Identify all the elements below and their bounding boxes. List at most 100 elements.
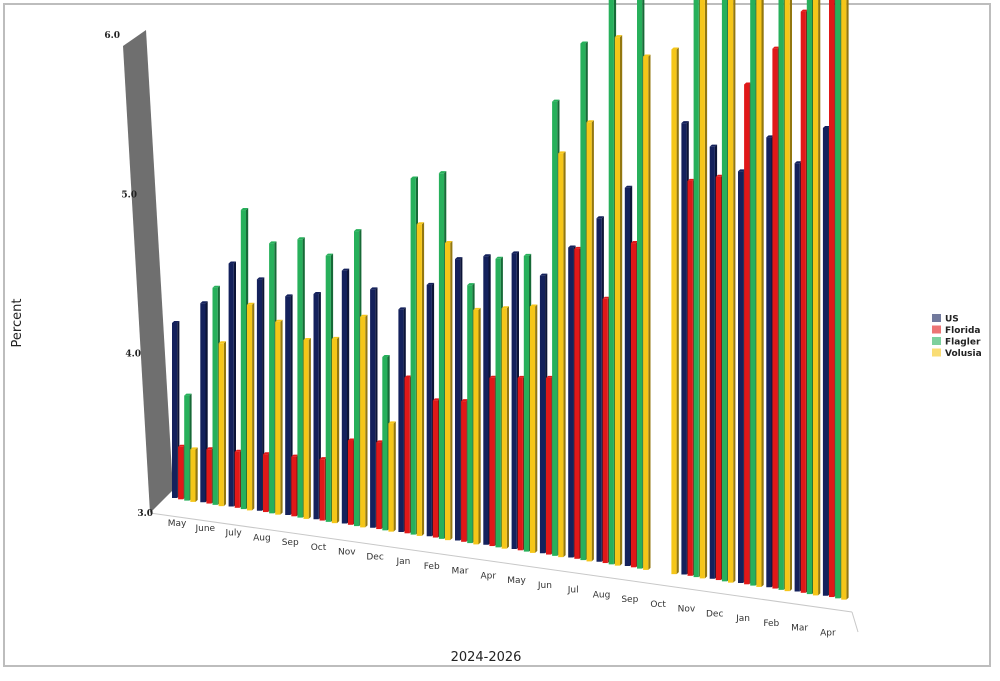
legend-swatch-flagler (932, 337, 941, 345)
bar-side (421, 222, 425, 536)
bar-top (473, 307, 481, 310)
bar-top (772, 46, 780, 49)
bar-side (280, 319, 283, 515)
x-tick-label: Feb (763, 619, 779, 629)
bar-flagler-apr-23 (835, 0, 841, 599)
x-tick-label: July (225, 529, 243, 539)
bar-side (535, 304, 538, 553)
x-tick-label: Aug (253, 533, 271, 543)
bar-top (200, 301, 208, 304)
bar-flagler-may-12 (523, 255, 529, 552)
bar-flagler-feb-21 (778, 0, 784, 590)
bar-side (223, 341, 226, 507)
bar-top (438, 171, 447, 174)
bar-top (483, 254, 491, 257)
bar-florida-sep-4 (291, 456, 297, 517)
x-tick-label: Oct (650, 600, 666, 610)
bar-top (517, 375, 526, 378)
bar-florida-aug-15 (602, 298, 608, 564)
x-tick-label: Jan (735, 614, 750, 624)
y-tick-label: 3.0 (137, 509, 153, 519)
bar-top (263, 452, 271, 455)
bar-us-sep-4 (285, 296, 291, 515)
bar-florida-jul-14 (574, 248, 580, 559)
y-tick-label: 6.0 (104, 31, 120, 41)
bar-volusia-apr-11 (501, 308, 507, 549)
bar-top (602, 296, 610, 299)
bar-florida-apr-11 (489, 377, 495, 547)
bar-volusia-jun-13 (558, 153, 564, 558)
bar-volusia-oct-5 (331, 338, 337, 524)
bar-volusia-mar-10 (473, 309, 479, 545)
bar-top (416, 222, 425, 225)
bar-us-july-2 (228, 263, 234, 507)
bar-top (319, 457, 327, 460)
bar-top (206, 447, 214, 450)
bar-us-mar-10 (455, 259, 461, 541)
bar-top (614, 35, 623, 38)
x-tick-label: Apr (820, 628, 836, 638)
bar-florida-jan-20 (744, 84, 750, 585)
y-axis-title: Percent (10, 299, 25, 348)
y-tick-label: 5.0 (121, 190, 137, 200)
bar-us-may-12 (511, 253, 517, 549)
bar-top (539, 273, 548, 276)
x-tick-label: Jun (537, 581, 552, 591)
bar-flagler-dec-19 (721, 0, 728, 582)
bar-top (376, 440, 384, 443)
bar-volusia-nov-18 (699, 0, 705, 579)
bar-florida-mar-22 (800, 11, 806, 593)
bar-top (275, 319, 283, 322)
bar-us-apr-11 (483, 256, 489, 545)
bar-top (558, 151, 566, 154)
x-tick-label: Nov (338, 548, 356, 558)
bar-us-jan-20 (738, 171, 744, 583)
bar-side (704, 0, 708, 579)
bar-florida-jun-13 (546, 377, 552, 555)
bar-top (432, 398, 441, 401)
bar-top (709, 144, 718, 147)
bar-side (195, 447, 198, 502)
axis-wall (123, 30, 173, 513)
x-tick-label: Feb (424, 562, 440, 572)
bar-top (212, 285, 220, 288)
bar-top (325, 253, 334, 256)
bar-us-feb-21 (766, 137, 772, 588)
bar-top (766, 135, 774, 138)
bar-top (184, 393, 192, 396)
bar-top (580, 41, 588, 44)
x-tick-label: Sep (282, 538, 299, 548)
bar-volusia-dec-7 (388, 423, 394, 532)
x-tick-label: Dec (366, 552, 383, 562)
bar-top (445, 241, 453, 244)
bar-top (523, 253, 532, 256)
bar-top (218, 341, 226, 344)
bar-top (360, 314, 368, 317)
legend-label-flagler: Flagler (945, 338, 981, 348)
bar-top (341, 268, 350, 271)
bar-side (262, 277, 265, 511)
bar-top (246, 302, 255, 305)
bar-florida-july-2 (234, 451, 240, 508)
bar-side (563, 151, 566, 558)
bar-top (800, 9, 809, 12)
bar-volusia-aug-3 (275, 321, 281, 515)
bar-top (313, 292, 321, 295)
x-tick-label: Jul (567, 586, 579, 596)
bar-top (461, 399, 469, 402)
bar-flagler-jan-8 (410, 178, 416, 535)
y-axis-ticks: 3.0 4.0 5.0 6.0 (104, 31, 153, 519)
bar-flagler-sep-4 (297, 239, 303, 518)
x-tick-label: Apr (481, 571, 497, 581)
bar-us-jun-13 (539, 275, 546, 554)
bar-side (846, 0, 849, 600)
legend-label-us: US (945, 315, 959, 325)
bar-top (546, 375, 554, 378)
bar-volusia-may-0 (190, 449, 196, 502)
bar-us-nov-6 (341, 270, 347, 524)
bar-top (347, 438, 356, 441)
bar-top (630, 241, 639, 244)
bar-side (252, 302, 255, 511)
bar-top (388, 421, 396, 424)
